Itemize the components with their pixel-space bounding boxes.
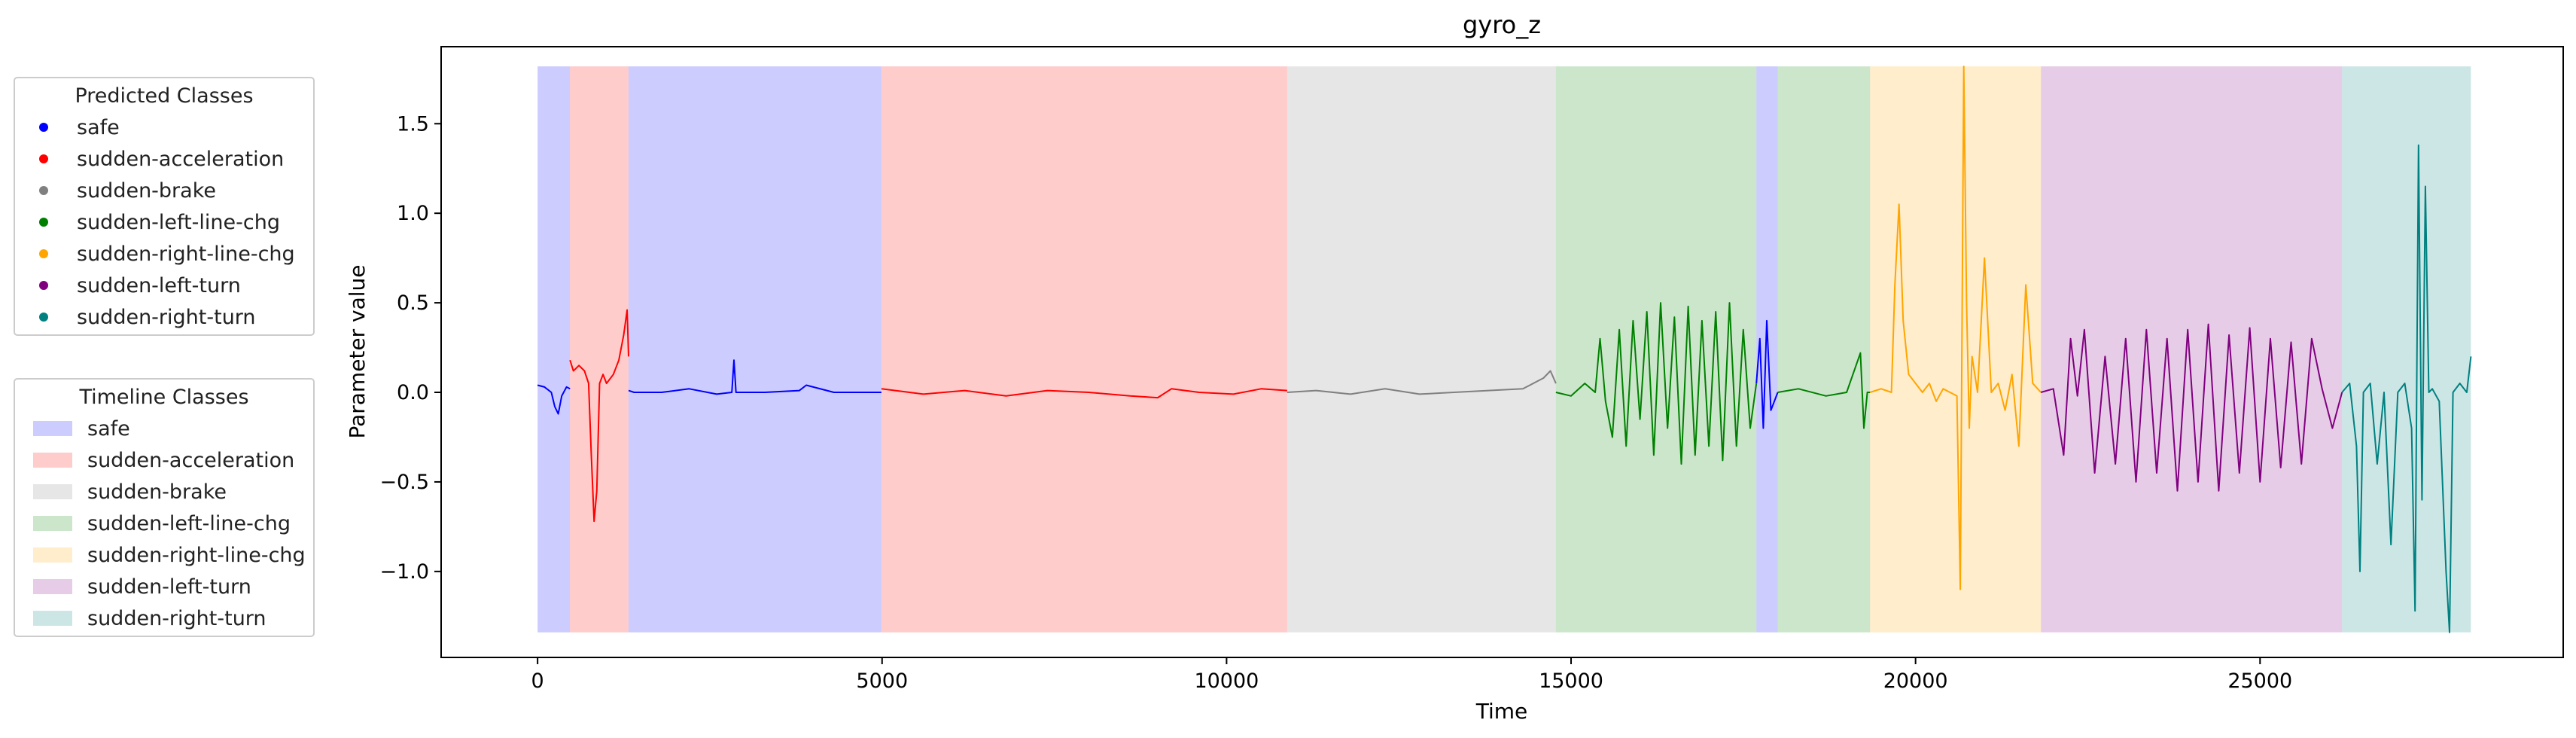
legend-label: safe [77, 115, 120, 139]
plot-frame [440, 46, 2564, 658]
legend-label: sudden-acceleration [77, 147, 285, 171]
legend-patch [33, 516, 72, 531]
timeline-band-sudden-right-line-chg [1870, 66, 2042, 633]
legend-item: sudden-left-turn [15, 571, 313, 602]
legend-label: sudden-right-turn [87, 606, 266, 630]
series-line-sudden-left-line-chg [1777, 352, 1871, 429]
x-tick-label: 0 [531, 669, 544, 693]
x-axis-ticks: 0 5000 10000 15000 20000 25000 [531, 657, 2292, 693]
legend-label: sudden-left-turn [77, 273, 241, 297]
y-tick-label: −0.5 [379, 471, 429, 494]
data-series [537, 66, 2472, 633]
x-tick-label: 25000 [2227, 669, 2292, 693]
legend-item: sudden-brake [15, 175, 313, 206]
legend-label: sudden-left-line-chg [77, 210, 280, 234]
series-line-sudden-acceleration [569, 309, 629, 523]
timeline-band-sudden-acceleration [881, 66, 1287, 633]
legend-label: sudden-brake [87, 480, 227, 504]
legend-item: sudden-left-line-chg [15, 206, 313, 238]
timeline-band-sudden-right-turn [2342, 66, 2471, 633]
legend-label: sudden-left-turn [87, 575, 251, 599]
x-tick-label: 5000 [856, 669, 908, 693]
series-line-sudden-acceleration [881, 388, 1287, 399]
legend-item: sudden-right-turn [15, 602, 313, 634]
legend-label: sudden-brake [77, 178, 216, 203]
y-axis-label: Parameter value [345, 264, 370, 438]
timeline-band-safe [537, 66, 571, 633]
legend-label: sudden-right-line-chg [87, 543, 306, 567]
series-line-sudden-brake [1286, 370, 1557, 395]
legend-predicted-title: Predicted Classes [75, 84, 254, 108]
legend-patch [33, 611, 72, 626]
legend-patch [33, 579, 72, 594]
series-line-safe [537, 384, 571, 415]
legend-marker [39, 313, 48, 322]
y-tick-label: 0.5 [397, 291, 429, 315]
x-tick-label: 15000 [1539, 669, 1603, 693]
legend-predicted-classes: Predicted Classes safe sudden-acceleratio… [14, 77, 315, 336]
legend-timeline-title: Timeline Classes [79, 386, 249, 409]
x-tick-label: 10000 [1194, 669, 1259, 693]
timeline-band-sudden-acceleration [570, 66, 629, 633]
series-line-sudden-right-line-chg [1869, 66, 2042, 590]
series-line-safe [1755, 319, 1779, 429]
timeline-band-safe [628, 66, 882, 633]
series-line-sudden-left-turn [2040, 323, 2343, 492]
legend-patch [33, 453, 72, 468]
legend-patch [33, 421, 72, 436]
legend-label: safe [87, 416, 130, 441]
y-tick-label: −1.0 [379, 560, 429, 584]
legend-item: sudden-left-line-chg [15, 508, 313, 539]
legend-item: sudden-right-turn [15, 301, 313, 333]
legend-item: sudden-brake [15, 476, 313, 508]
legend-patch [33, 484, 72, 499]
legend-item: safe [15, 111, 313, 143]
legend-label: sudden-acceleration [87, 448, 295, 472]
legend-marker [39, 218, 48, 227]
legend-item: safe [15, 413, 313, 444]
legend-item: sudden-acceleration [15, 143, 313, 175]
y-tick-label: 1.0 [397, 202, 429, 225]
legend-patch [33, 547, 72, 563]
legend-item: sudden-right-line-chg [15, 539, 313, 571]
timeline-bands [537, 66, 2471, 633]
legend-item: sudden-left-turn [15, 270, 313, 301]
timeline-band-sudden-brake [1286, 66, 1556, 633]
x-tick-label: 20000 [1883, 669, 1948, 693]
legend-marker [39, 123, 48, 132]
timeline-band-sudden-left-line-chg [1555, 66, 1757, 633]
legend-marker [39, 154, 48, 163]
legend-item: sudden-acceleration [15, 444, 313, 476]
legend-marker [39, 281, 48, 290]
legend-label: sudden-right-line-chg [77, 242, 295, 266]
x-axis-label: Time [1475, 699, 1528, 724]
chart-title: gyro_z [1463, 11, 1541, 39]
legend-marker [39, 249, 48, 258]
legend-marker [39, 186, 48, 195]
series-line-sudden-left-line-chg [1555, 302, 1758, 465]
legend-label: sudden-right-turn [77, 305, 256, 329]
legend-item: sudden-right-line-chg [15, 238, 313, 270]
timeline-band-sudden-left-line-chg [1777, 66, 1871, 633]
y-tick-label: 0.0 [397, 381, 429, 404]
series-line-safe [628, 359, 882, 395]
y-axis-ticks: −1.0 −0.5 0.0 0.5 1.0 1.5 [379, 112, 441, 584]
y-tick-label: 1.5 [397, 112, 429, 136]
legend-timeline-classes: Timeline Classes safe sudden-acceleration… [14, 378, 315, 637]
legend-label: sudden-left-line-chg [87, 511, 291, 535]
series-line-sudden-right-turn [2341, 144, 2472, 633]
